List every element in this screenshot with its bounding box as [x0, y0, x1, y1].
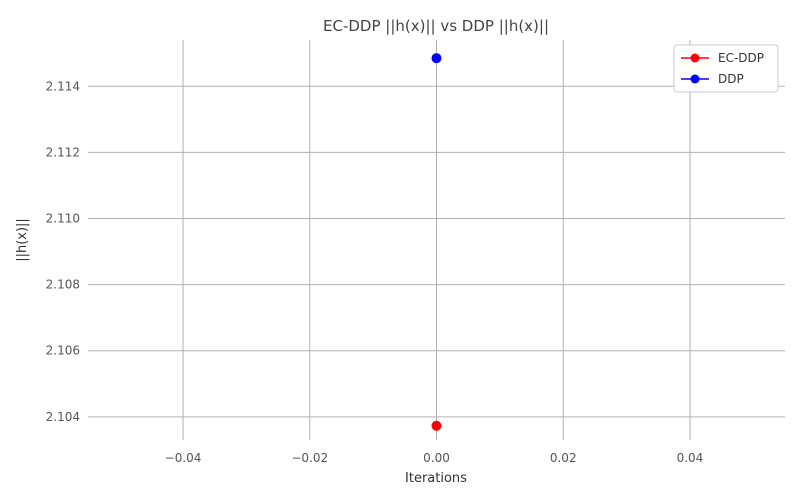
x-tick-label: −0.02 — [291, 451, 328, 465]
chart-title: EC-DDP ||h(x)|| vs DDP ||h(x)|| — [323, 17, 549, 35]
x-tick-label: −0.04 — [165, 451, 202, 465]
y-grid-lines — [88, 85, 785, 418]
data-points — [431, 53, 442, 431]
x-axis-label: Iterations — [405, 471, 467, 486]
y-tick-labels: 2.104 2.106 2.108 2.110 2.112 2.114 — [46, 79, 80, 424]
x-tick-label: 0.00 — [423, 451, 450, 465]
y-tick-label: 2.112 — [46, 145, 80, 159]
y-tick-label: 2.110 — [46, 212, 80, 226]
legend-box — [673, 44, 779, 93]
x-tick-labels: −0.04 −0.02 0.00 0.02 0.04 — [165, 451, 704, 465]
y-tick-label: 2.104 — [46, 410, 80, 424]
x-tick-label: 0.02 — [550, 451, 577, 465]
x-grid-lines — [182, 40, 691, 440]
data-point-ddp — [431, 53, 442, 64]
y-tick-label: 2.108 — [46, 278, 80, 292]
legend-entry-ddp: DDP — [681, 72, 744, 86]
legend-entry-ec-ddp: EC-DDP — [681, 51, 764, 65]
x-tick-label: 0.04 — [677, 451, 704, 465]
data-point-ec-ddp — [431, 420, 442, 431]
y-axis-label: ||h(x)|| — [15, 218, 30, 262]
y-tick-label: 2.106 — [46, 344, 80, 358]
legend-marker-ec-ddp — [690, 53, 700, 63]
legend: EC-DDP DDP — [673, 44, 779, 93]
legend-label-ddp: DDP — [718, 72, 744, 86]
y-tick-label: 2.114 — [46, 79, 80, 93]
legend-label-ec-ddp: EC-DDP — [718, 51, 764, 65]
legend-marker-ddp — [690, 74, 700, 84]
